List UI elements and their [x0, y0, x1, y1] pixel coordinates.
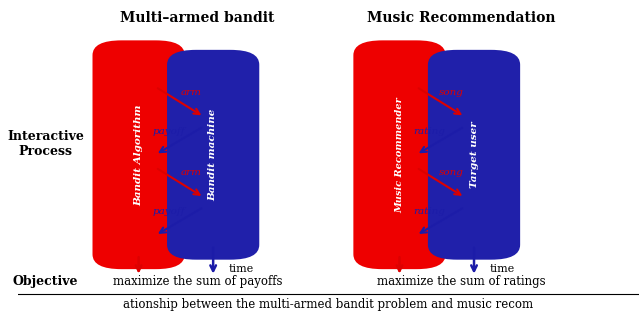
Text: rating: rating — [413, 207, 445, 216]
Text: time: time — [490, 263, 515, 274]
Text: Bandit Algorithm: Bandit Algorithm — [134, 104, 143, 205]
Text: Bandit machine: Bandit machine — [209, 108, 218, 201]
FancyBboxPatch shape — [93, 41, 185, 269]
FancyBboxPatch shape — [167, 50, 259, 260]
Text: Music Recommender: Music Recommender — [395, 97, 404, 213]
Text: Target user: Target user — [470, 122, 479, 188]
Text: arm: arm — [180, 168, 202, 177]
Text: song: song — [439, 168, 464, 177]
FancyBboxPatch shape — [428, 50, 520, 260]
Text: maximize the sum of ratings: maximize the sum of ratings — [378, 275, 546, 288]
Text: song: song — [439, 88, 464, 97]
Text: Interactive
Process: Interactive Process — [7, 130, 84, 158]
FancyBboxPatch shape — [353, 41, 445, 269]
Text: Multi–armed bandit: Multi–armed bandit — [120, 11, 275, 25]
Text: arm: arm — [180, 88, 202, 97]
Text: payoff: payoff — [152, 207, 185, 216]
Text: ationship between the multi-armed bandit problem and music recom: ationship between the multi-armed bandit… — [123, 299, 533, 311]
Text: Objective: Objective — [13, 275, 78, 288]
Text: Music Recommendation: Music Recommendation — [367, 11, 556, 25]
Text: time: time — [228, 263, 254, 274]
Text: payoff: payoff — [152, 127, 185, 136]
Text: rating: rating — [413, 127, 445, 136]
Text: maximize the sum of payoffs: maximize the sum of payoffs — [113, 275, 282, 288]
